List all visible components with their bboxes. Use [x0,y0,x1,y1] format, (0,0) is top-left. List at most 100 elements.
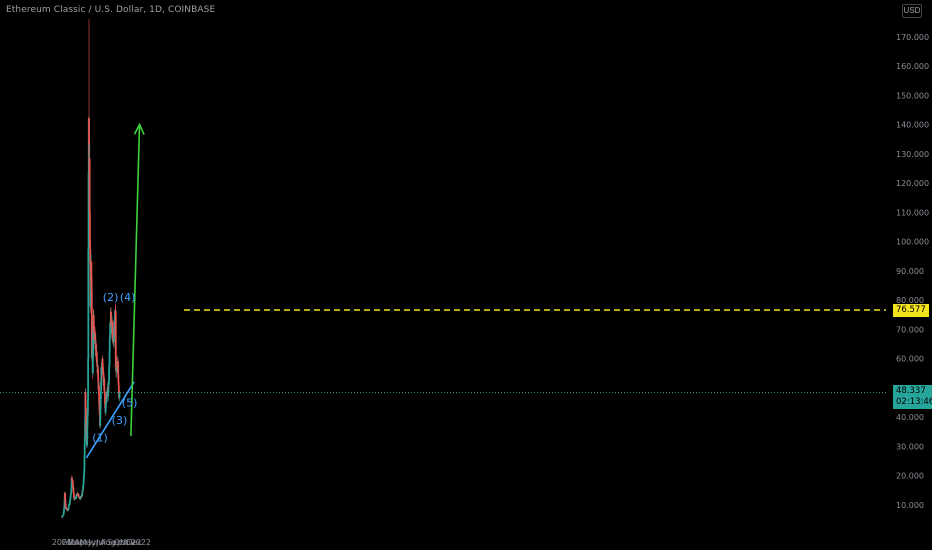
candle-up [108,351,111,366]
y-tick-label: 150.000 [896,91,929,100]
candle-up [67,509,70,511]
projection-arrow [130,122,145,437]
x-tick-label: Nov [120,538,136,547]
candle-up [86,427,89,440]
candle-up [69,500,71,502]
currency-button[interactable]: USD [902,4,922,18]
y-tick-label: 20.000 [896,472,924,481]
candle-down [95,343,97,346]
x-tick-label: 2021 [52,538,72,547]
candle-down [77,496,80,497]
candle-up [109,323,112,335]
candle-up [87,358,90,400]
candle-down [89,240,91,250]
support-trendline [85,381,135,459]
candle-up [81,492,83,497]
candle-down [90,290,93,358]
candle-down [117,385,120,391]
candle-down [117,365,120,375]
x-tick-label: Dec [126,538,141,547]
candle-down [111,321,114,324]
candle-down [89,249,92,266]
projection-arrow-shaft [130,124,141,437]
resistance-level-badge: 76.577 [893,304,929,317]
candle-down [72,487,75,492]
candle-down [72,493,75,497]
x-tick-label: Sep [107,538,122,547]
candle-down [64,492,66,498]
candle-up [87,399,89,412]
candle-up [84,419,87,436]
candle-up [69,493,72,496]
candle-up [118,392,121,398]
candle-up [68,501,71,504]
chart-title: Ethereum Classic / U.S. Dollar, 1D, COIN… [6,5,216,15]
candle-down [90,276,93,291]
candle-up [87,172,90,249]
y-tick-label: 10.000 [896,501,924,510]
y-tick-label: 90.000 [896,267,924,276]
candle-up [83,443,86,456]
projection-arrow-head [133,122,145,135]
y-tick-label: 40.000 [896,413,924,422]
candle-up [86,416,89,428]
candle-up [69,497,72,500]
candle-up [86,439,88,446]
candle-down [117,361,119,366]
candle-down [84,392,87,408]
y-tick-label: 100.000 [896,238,929,247]
wave-label: (1) [92,431,108,444]
candle-down [104,394,106,404]
y-axis-ticks: 10.00020.00030.00040.00050.00060.00070.0… [896,33,929,510]
candle-up [73,498,76,500]
candle-up [99,406,102,419]
candle-down [111,329,114,339]
candle-down [114,311,117,367]
x-tick-label: Jul [95,538,106,547]
candle-up [92,331,95,355]
wave-label: (3) [112,414,128,427]
candle-up [99,418,102,426]
candle-down [98,404,101,410]
candle-down [64,497,67,501]
wave-labels: (1) (2) (3) (4) (5) [92,291,137,444]
candle-up [100,366,103,374]
candle-down [90,261,93,277]
candle-up [99,391,102,399]
candle-down [85,408,87,422]
wave-label: (2) [103,291,119,304]
candle-up [63,507,66,510]
y-tick-label: 110.000 [896,208,929,217]
x-tick-label: Mar [67,538,83,547]
wave-label: (4) [120,291,136,304]
candle-countdown: 02:13:46 [896,397,932,407]
candle-down [117,381,120,386]
candle-down [103,380,106,391]
candle-down [111,323,114,330]
candle-up [62,511,65,515]
y-tick-label: 80.000 [896,296,924,305]
candle-down [64,500,67,504]
candle-down [88,158,91,213]
y-tick-label: 120.000 [896,179,929,188]
last-price-value: 48.337 [896,386,926,396]
candle-down [98,395,101,405]
x-tick-label: May [80,538,97,547]
x-tick-label: Feb [62,538,76,547]
candles [61,19,121,518]
candle-up [91,354,94,374]
y-tick-label: 160.000 [896,62,929,71]
candle-down [98,385,100,396]
x-tick-label: Oct [114,538,128,547]
candle-down [85,422,88,431]
x-axis-ticks: 2021FebMarAprMayJunJulAugSepOctNovDec202… [52,538,151,547]
x-tick-label: Jun [87,538,101,547]
candle-up [76,495,79,496]
candle-up [83,468,86,473]
y-tick-label: 130.000 [896,150,929,159]
candle-up [100,382,102,392]
candle-down [64,503,67,508]
candle-up [83,455,86,469]
y-tick-label: 170.000 [896,33,929,42]
